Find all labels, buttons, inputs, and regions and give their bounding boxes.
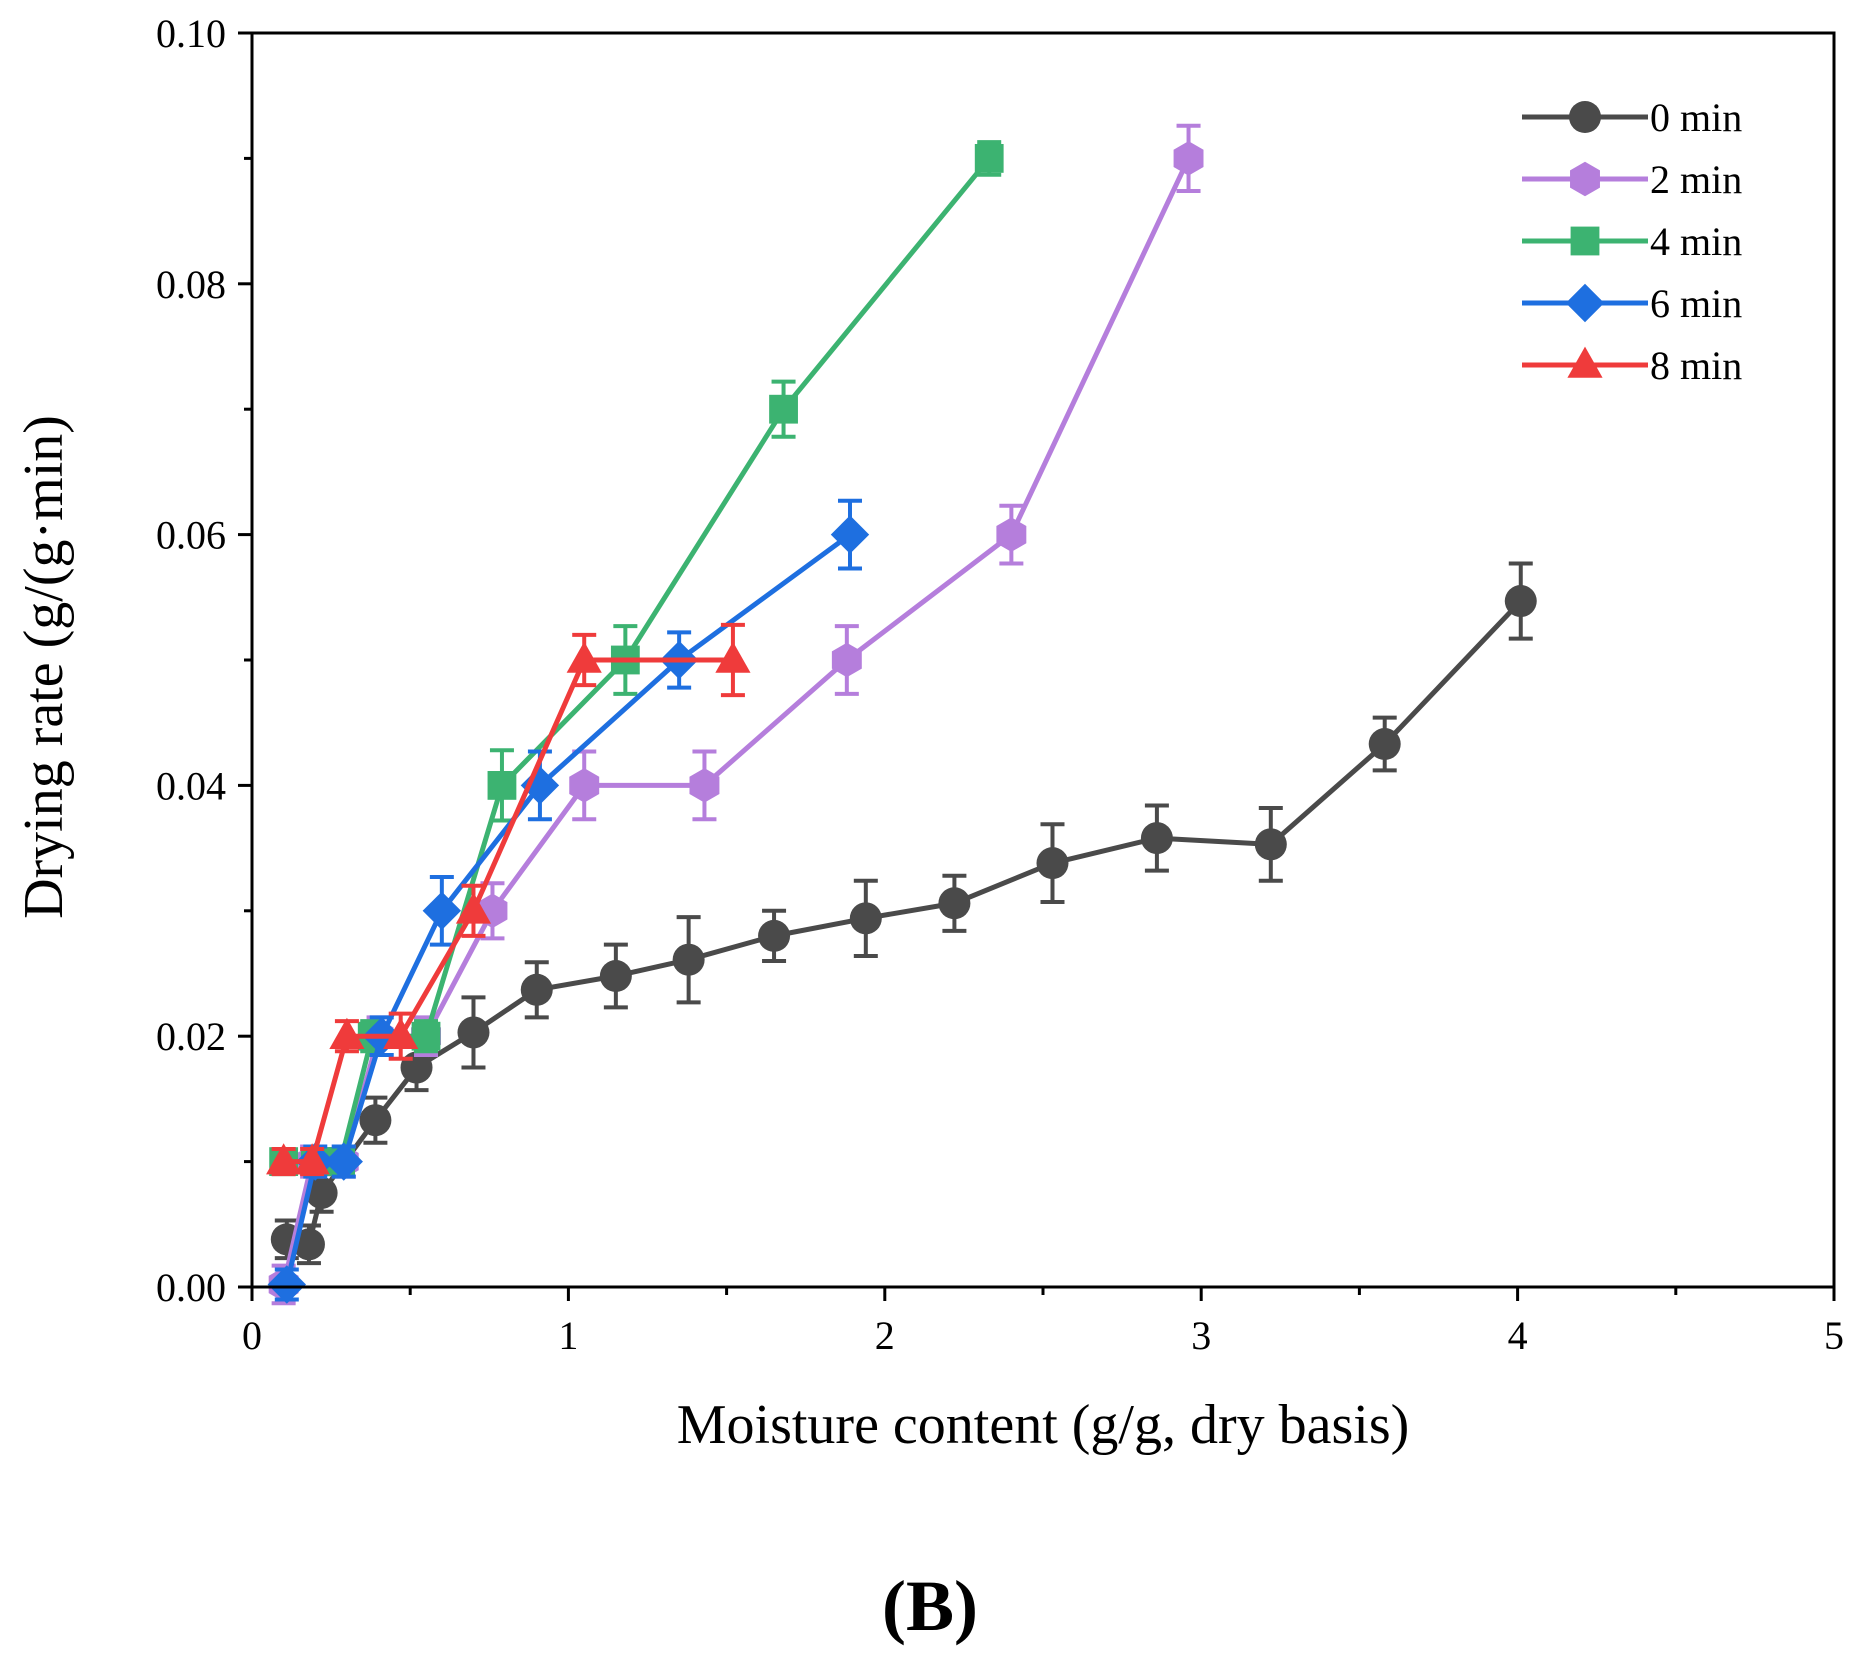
legend-item: 2 min	[1522, 157, 1742, 202]
data-point	[329, 1017, 365, 1049]
panel-label: (B)	[882, 1566, 978, 1646]
data-point	[520, 766, 560, 805]
data-point	[1140, 822, 1173, 855]
legend: 0 min 2 min 4 min 6 min 8 min	[1522, 95, 1742, 388]
legend-label: 0 min	[1650, 95, 1742, 140]
data-point	[569, 768, 600, 803]
series-8-min	[266, 622, 751, 1177]
y-tick-label: 0.04	[156, 763, 226, 808]
data-point	[457, 1016, 490, 1049]
data-point	[938, 887, 971, 920]
y-axis-title: Drying rate (g/(g·min)	[13, 415, 75, 919]
data-point	[996, 517, 1027, 552]
data-point	[689, 768, 720, 803]
legend-marker	[1569, 101, 1601, 133]
y-tick-label: 0.06	[156, 513, 226, 558]
legend-label: 2 min	[1650, 157, 1742, 202]
data-point	[520, 973, 553, 1006]
data-point	[599, 960, 632, 993]
legend-item: 0 min	[1522, 95, 1742, 140]
data-point	[849, 902, 882, 935]
data-point	[422, 891, 462, 930]
y-tick-label: 0.08	[156, 262, 226, 307]
x-tick-label: 5	[1824, 1313, 1844, 1358]
data-point	[1173, 141, 1204, 176]
legend-label: 8 min	[1650, 343, 1742, 388]
data-point	[1368, 728, 1401, 761]
x-tick-label: 1	[558, 1313, 578, 1358]
data-point	[292, 1228, 325, 1261]
x-tick-label: 3	[1191, 1313, 1211, 1358]
x-tick-label: 2	[875, 1313, 895, 1358]
x-axis-title: Moisture content (g/g, dry basis)	[677, 1394, 1410, 1456]
data-point	[758, 919, 791, 952]
data-point	[266, 1143, 302, 1175]
data-point	[1254, 828, 1287, 861]
data-point	[715, 641, 751, 673]
legend-marker	[1565, 283, 1605, 323]
legend-label: 6 min	[1650, 281, 1742, 326]
data-point	[769, 394, 798, 424]
legend-item: 8 min	[1522, 343, 1742, 388]
data-point	[974, 144, 1004, 173]
y-tick-label: 0.10	[156, 11, 226, 56]
legend-marker	[1567, 346, 1603, 378]
legend-item: 4 min	[1522, 219, 1742, 264]
legend-item: 6 min	[1522, 281, 1742, 326]
data-point	[359, 1104, 392, 1137]
legend-label: 4 min	[1650, 219, 1742, 264]
y-tick-label: 0.00	[156, 1265, 226, 1310]
legend-marker	[1570, 226, 1600, 256]
legend-marker	[1570, 161, 1600, 197]
x-tick-label: 0	[242, 1313, 262, 1358]
data-point	[1504, 585, 1537, 618]
data-point	[831, 642, 862, 678]
series-layer	[266, 123, 1537, 1306]
data-point	[487, 771, 517, 800]
data-point	[672, 943, 705, 976]
y-tick-label: 0.02	[156, 1014, 226, 1059]
data-point	[455, 892, 492, 924]
data-point	[305, 1176, 338, 1209]
data-point	[566, 641, 602, 673]
data-point	[383, 1017, 419, 1049]
axis-layer: 0 1 2 3 4 5 0.00 0.02 0.04 0.06 0.08 0.10	[156, 11, 1844, 1358]
data-point	[267, 1265, 307, 1304]
data-point	[294, 1143, 330, 1175]
data-point	[830, 515, 870, 554]
x-tick-label: 4	[1508, 1313, 1528, 1358]
data-point	[324, 1142, 363, 1181]
data-point	[1036, 847, 1069, 880]
